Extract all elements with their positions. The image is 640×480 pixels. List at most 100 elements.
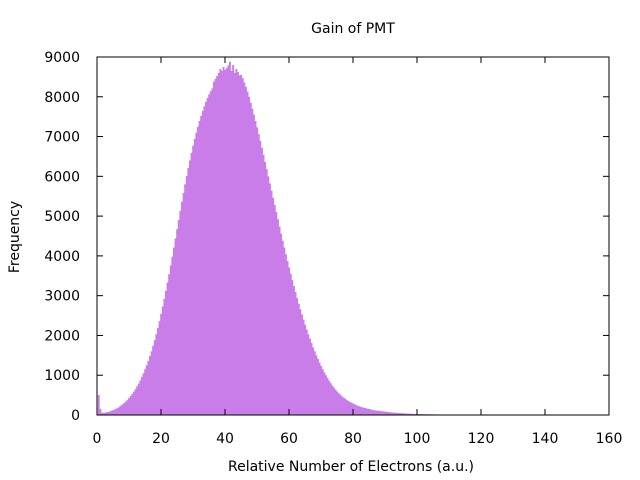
histogram-bar (190, 152, 193, 415)
histogram-bar (182, 193, 185, 415)
histogram-bar (117, 407, 119, 415)
histogram-bar (251, 108, 254, 415)
y-tick-label: 5000 (44, 209, 80, 225)
histogram-bar (101, 412, 103, 415)
histogram-bar (333, 387, 335, 415)
histogram-bar (289, 273, 292, 415)
histogram-bar (265, 169, 268, 415)
histogram-bar (168, 274, 171, 415)
histogram-bar (214, 78, 217, 415)
histogram-bar (275, 212, 278, 415)
histogram-bar (393, 412, 396, 415)
histogram-bar (240, 74, 243, 416)
histogram-bar (280, 233, 283, 415)
histogram-bar (216, 76, 219, 416)
histogram-bar (213, 81, 215, 415)
histogram-bar (208, 94, 211, 415)
histogram-bar (305, 329, 308, 415)
histogram-bar (112, 410, 115, 415)
histogram-bar (145, 365, 148, 415)
histogram-bar (320, 366, 323, 415)
histogram-bar (291, 280, 294, 415)
histogram-bar (307, 334, 310, 415)
histogram-bar (337, 393, 340, 415)
histogram-bar (107, 411, 110, 415)
histogram-bar (339, 394, 342, 415)
histogram-bar (139, 380, 142, 415)
histogram-bar (385, 411, 388, 415)
histogram-bar (414, 413, 417, 415)
histogram-bar (369, 409, 372, 415)
histogram-bar (379, 411, 382, 415)
histogram-bar (163, 298, 166, 415)
histogram-bar (304, 324, 307, 415)
histogram-bar (368, 409, 371, 415)
histogram-bar (347, 401, 350, 415)
histogram-bar (342, 397, 345, 415)
y-tick-label: 1000 (44, 368, 80, 384)
histogram-bar (360, 407, 363, 415)
histogram-bar (189, 160, 191, 415)
histogram-bar (142, 373, 145, 415)
x-tick-label: 80 (344, 431, 362, 447)
histogram-bar (161, 306, 164, 415)
histogram-bar (131, 393, 134, 415)
histogram-bar (229, 61, 231, 415)
histogram-bar (179, 210, 182, 415)
histogram-bar (285, 254, 287, 415)
histogram-bar (296, 298, 299, 415)
histogram-bar (281, 240, 284, 415)
histogram-bar (235, 68, 238, 415)
histogram-bar (233, 72, 236, 416)
histogram-bar (174, 238, 177, 415)
histogram-bar (137, 383, 140, 415)
histogram-bar (166, 282, 169, 415)
histogram-bar (171, 256, 174, 415)
histogram-bar (249, 102, 252, 415)
x-tick-label: 60 (280, 431, 298, 447)
histogram-bar (237, 72, 239, 416)
histogram-bar (141, 376, 143, 415)
histogram-bar (192, 145, 195, 415)
y-axis-label: Frequency (7, 201, 23, 273)
histogram-bar (129, 395, 132, 415)
histogram-bar (277, 219, 279, 415)
histogram-bar (152, 345, 155, 415)
histogram-bar (243, 82, 246, 416)
chart-title: Gain of PMT (311, 21, 395, 37)
histogram-bar (301, 314, 303, 415)
histogram-bar (184, 184, 187, 415)
histogram-bar (331, 385, 334, 415)
histogram-bar (198, 121, 201, 415)
histogram-bar (153, 340, 156, 415)
histogram-bar (121, 404, 124, 415)
histogram-bar (256, 127, 259, 415)
histogram-bar (176, 229, 179, 415)
histogram-bar (376, 410, 379, 415)
histogram-bar (286, 261, 289, 415)
histogram-bar (321, 369, 324, 415)
histogram-bar (128, 397, 131, 415)
histogram-bar (238, 75, 241, 415)
x-axis-label: Relative Number of Electrons (a.u.) (228, 459, 474, 475)
histogram-bar (211, 88, 214, 416)
histogram-bar (110, 410, 113, 415)
histogram-bar (230, 70, 233, 415)
histogram-bars (97, 61, 499, 416)
histogram-bar (397, 412, 399, 415)
histogram-bar (245, 86, 247, 415)
histogram-bar (158, 321, 161, 415)
histogram-bar (283, 247, 286, 415)
histogram-bar (272, 197, 275, 415)
histogram-bar (326, 378, 329, 415)
histogram-bar (125, 401, 127, 415)
histogram-bar (400, 413, 403, 415)
histogram-bar (187, 167, 190, 415)
x-tick-label: 20 (152, 431, 170, 447)
histogram-bar (382, 411, 385, 415)
histogram-bar (302, 319, 305, 415)
histogram-bar (205, 101, 207, 416)
histogram-bar (222, 66, 225, 415)
histogram-bar (262, 154, 265, 415)
histogram-bar (278, 226, 281, 415)
